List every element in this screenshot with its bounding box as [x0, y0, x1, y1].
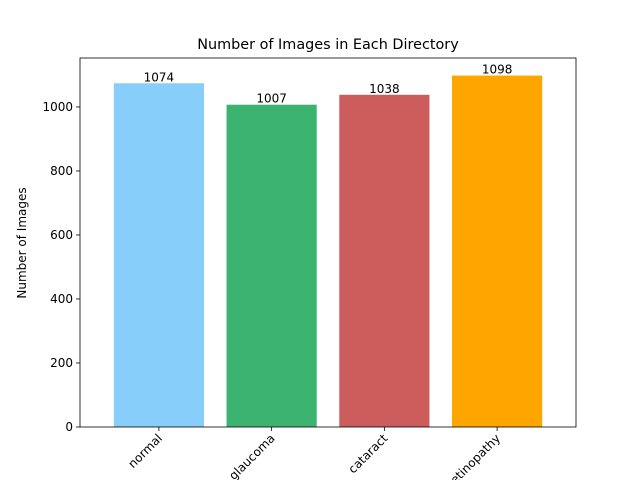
chart-title: Number of Images in Each Directory	[197, 37, 459, 53]
data-label-cataract: 1038	[369, 82, 400, 96]
y-tick-label-200: 200	[50, 356, 73, 370]
data-label-diabetic_retinopathy: 1098	[482, 63, 513, 77]
data-label-normal: 1074	[144, 70, 175, 84]
bar-normal	[113, 83, 204, 427]
plot-area: 1074normal1007glaucoma1038cataract1098di…	[42, 57, 577, 480]
bar-diabetic_retinopathy	[452, 75, 543, 428]
bar-glaucoma	[226, 104, 317, 427]
y-tick-label-400: 400	[50, 292, 73, 306]
y-tick-label-800: 800	[50, 164, 73, 178]
y-tick-label-1000: 1000	[42, 100, 73, 114]
axes-frame	[79, 57, 577, 428]
data-label-glaucoma: 1007	[256, 92, 287, 106]
y-tick-label-600: 600	[50, 228, 73, 242]
y-tick-label-0: 0	[65, 420, 73, 434]
bar-cataract	[339, 94, 430, 427]
y-axis-label: Number of Images	[15, 187, 29, 298]
